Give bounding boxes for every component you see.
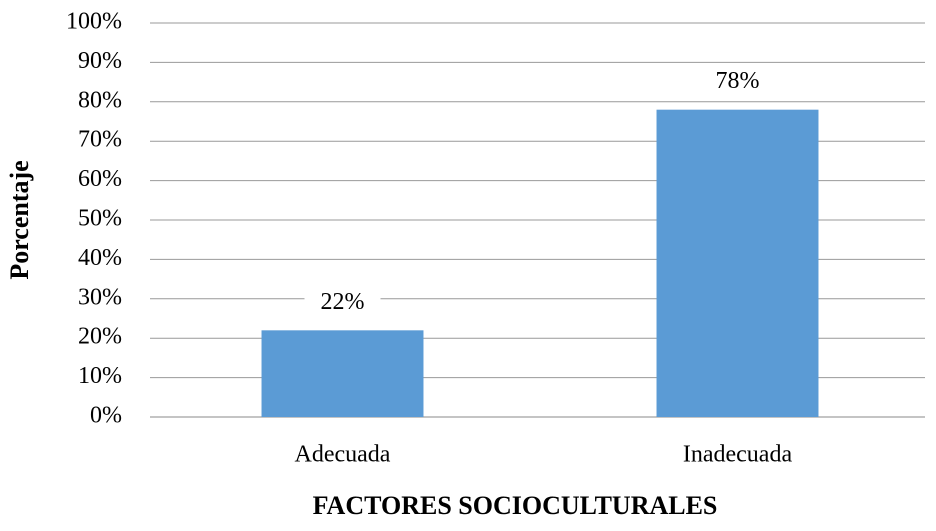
y-tick-label: 30%	[78, 284, 122, 310]
y-tick-label: 100%	[66, 9, 122, 35]
y-tick-label: 40%	[78, 245, 122, 271]
y-tick-label: 10%	[78, 363, 122, 389]
y-tick-label: 80%	[78, 87, 122, 113]
data-label-bg	[699, 66, 776, 99]
data-label: 22%	[321, 289, 365, 315]
x-axis-title: FACTORES SOCIOCULTURALES	[313, 491, 718, 520]
y-tick-label: 90%	[78, 48, 122, 74]
y-tick-label: 20%	[78, 324, 122, 350]
bar	[656, 109, 819, 418]
x-tick-label: Inadecuada	[683, 442, 793, 468]
y-axis-title: Porcentaje	[5, 160, 34, 279]
data-label: 78%	[716, 68, 760, 94]
data-label-bg	[304, 287, 381, 320]
y-tick-label: 0%	[90, 403, 122, 429]
x-tick-label: Adecuada	[295, 442, 391, 468]
y-tick-label: 50%	[78, 206, 122, 232]
y-tick-label: 60%	[78, 166, 122, 192]
y-tick-label: 70%	[78, 127, 122, 153]
bar	[261, 330, 424, 417]
